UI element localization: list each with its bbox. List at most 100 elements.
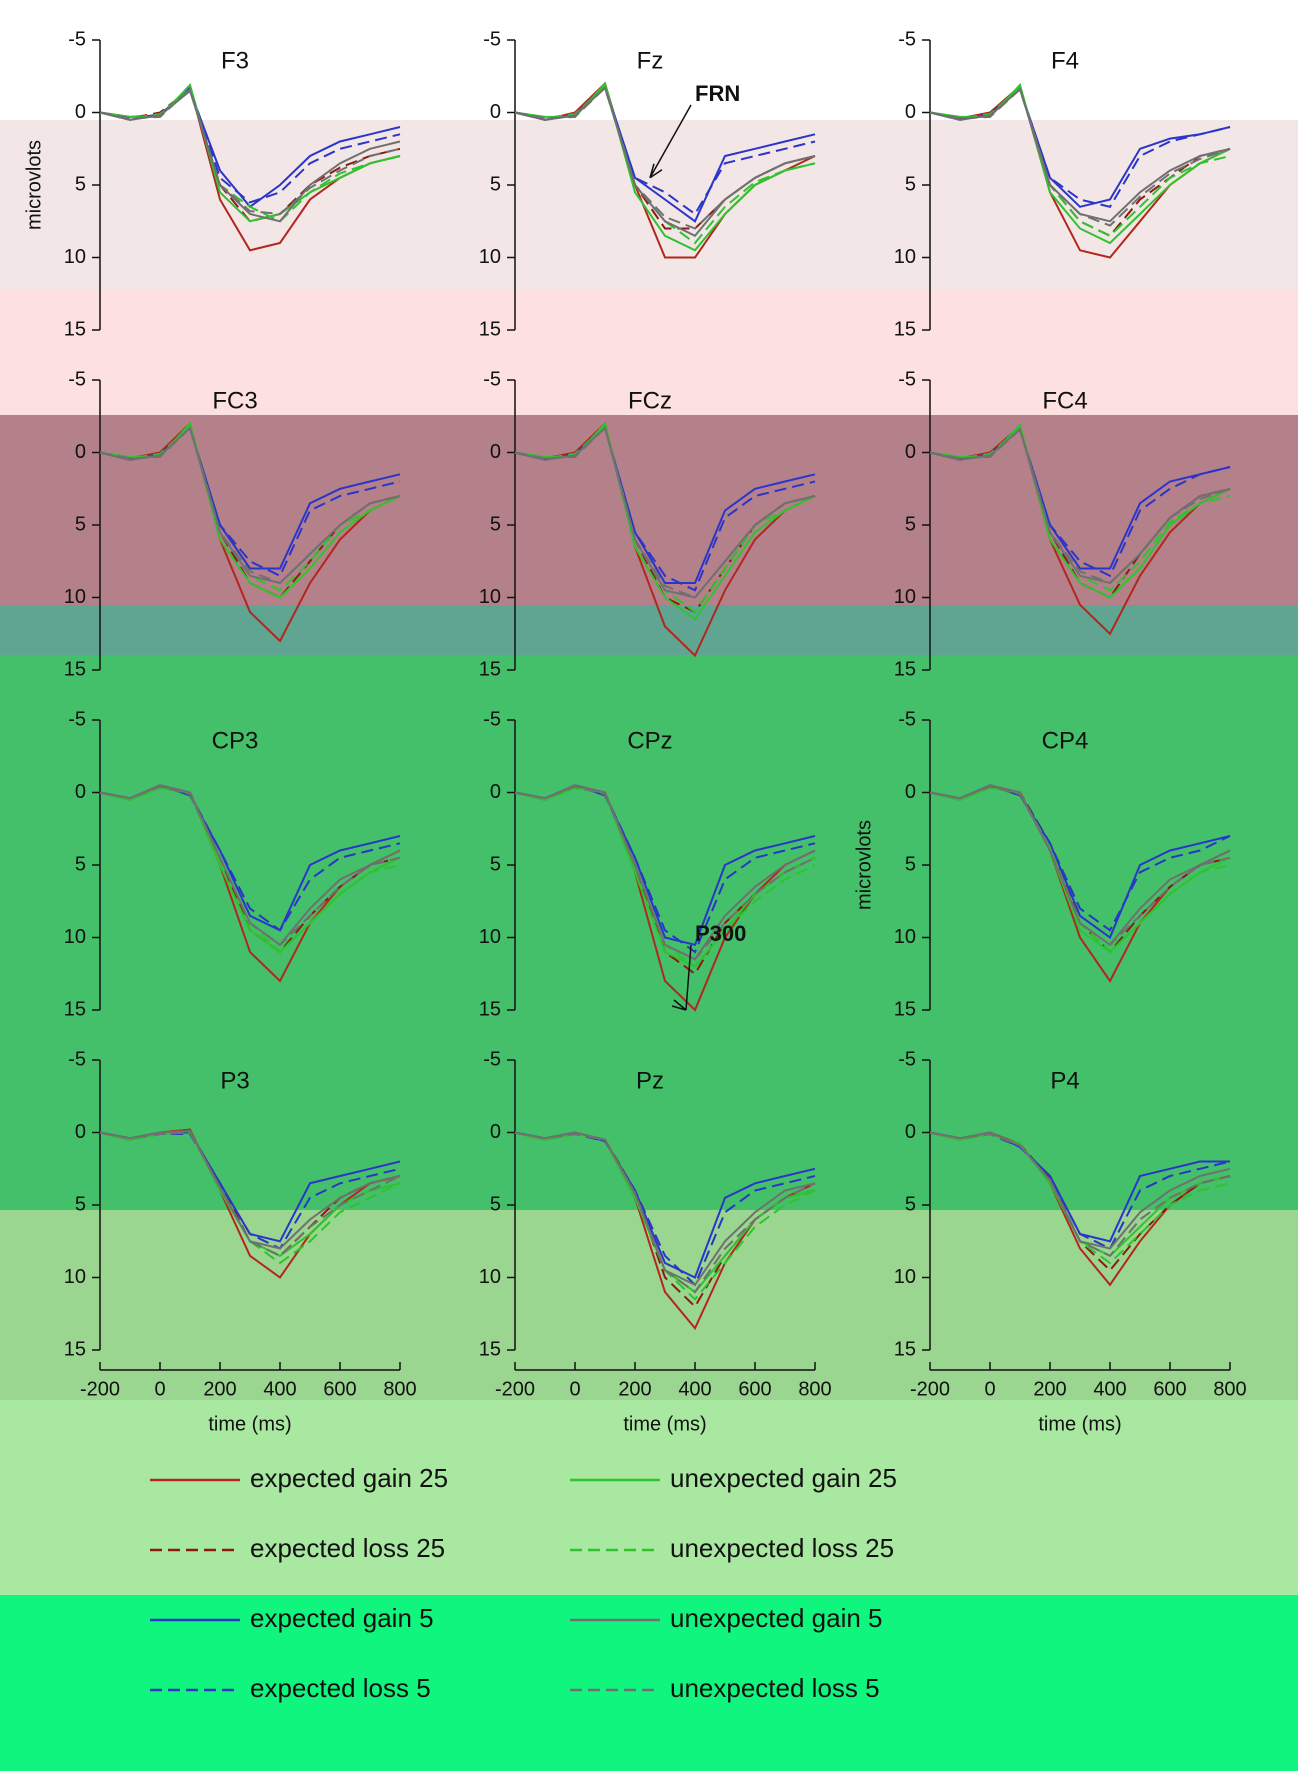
x-tick-label: 600: [323, 1378, 356, 1400]
erp-line: [99, 1129, 401, 1250]
x-tick-label: 0: [569, 1378, 580, 1400]
annotation-arrow: [649, 104, 692, 179]
erp-line: [929, 1131, 1231, 1250]
y-tick-label: 0: [490, 101, 501, 123]
erp-line: [929, 87, 1231, 227]
erp-line: [99, 421, 401, 643]
erp-line: [514, 785, 816, 961]
y-tick-label: 15: [64, 1338, 86, 1360]
y-tick-label: 10: [894, 1266, 916, 1288]
y-tick-label: 0: [905, 101, 916, 123]
y-tick-label: 5: [490, 513, 501, 535]
y-tick-label: 15: [894, 318, 916, 340]
y-tick-label: -5: [68, 28, 86, 50]
erp-line: [929, 424, 1231, 636]
annotation-arrowhead: [649, 163, 663, 179]
legend-label: unexpected gain 5: [670, 1603, 883, 1633]
x-tick-label: 400: [678, 1378, 711, 1400]
y-tick-label: 15: [64, 658, 86, 680]
y-tick-label: 15: [64, 998, 86, 1020]
erp-line: [514, 426, 816, 599]
annotation-arrow: [685, 944, 692, 1011]
y-tick-label: 15: [479, 998, 501, 1020]
y-tick-label: -5: [483, 368, 501, 390]
background-band: [0, 290, 1298, 415]
legend-label: expected loss 5: [250, 1673, 431, 1703]
annotation: FRN: [695, 81, 740, 106]
background-band: [0, 1400, 1298, 1595]
y-tick-label: 15: [894, 658, 916, 680]
erp-line: [99, 89, 401, 223]
erp-line: [514, 426, 816, 592]
erp-line: [514, 421, 816, 658]
erp-line: [514, 426, 816, 599]
x-axis-label: time (ms): [208, 1413, 291, 1435]
panel-title: FCz: [628, 387, 672, 414]
erp-line: [929, 1131, 1231, 1258]
y-tick-label: 0: [490, 441, 501, 463]
y-tick-label: -5: [68, 708, 86, 730]
erp-line: [929, 86, 1231, 238]
panel-title: F4: [1051, 47, 1079, 74]
panel-title: CP3: [212, 727, 259, 754]
y-tick-label: -5: [898, 1048, 916, 1070]
background-band: [0, 120, 1298, 290]
erp-line: [99, 86, 401, 204]
y-tick-label: -5: [483, 1048, 501, 1070]
y-tick-label: 10: [479, 926, 501, 948]
y-tick-label: 15: [894, 998, 916, 1020]
legend-label: expected gain 25: [250, 1463, 448, 1493]
y-tick-label: 5: [905, 513, 916, 535]
x-tick-label: 800: [1213, 1378, 1246, 1400]
erp-line: [514, 1131, 816, 1294]
background-band: [0, 605, 1298, 655]
y-tick-label: -5: [483, 708, 501, 730]
y-tick-label: 5: [490, 853, 501, 875]
y-tick-label: 10: [894, 586, 916, 608]
y-tick-label: 15: [479, 1338, 501, 1360]
y-tick-label: -5: [898, 28, 916, 50]
erp-line: [99, 426, 401, 585]
y-tick-label: 0: [490, 1121, 501, 1143]
y-tick-label: 15: [894, 1338, 916, 1360]
y-tick-label: -5: [68, 1048, 86, 1070]
panel-title: CPz: [627, 727, 672, 754]
erp-line: [929, 87, 1231, 208]
y-tick-label: -5: [483, 28, 501, 50]
y-tick-label: 0: [75, 1121, 86, 1143]
y-tick-label: 10: [479, 246, 501, 268]
legend-label: unexpected loss 5: [670, 1673, 880, 1703]
erp-line: [99, 424, 401, 592]
x-tick-label: 400: [263, 1378, 296, 1400]
erp-line: [99, 87, 401, 223]
x-axis-label: time (ms): [1038, 1413, 1121, 1435]
x-axis-label: time (ms): [623, 1413, 706, 1435]
panel-title: P3: [220, 1067, 249, 1094]
y-tick-label: 15: [64, 318, 86, 340]
x-tick-label: 0: [154, 1378, 165, 1400]
legend-label: expected loss 25: [250, 1533, 445, 1563]
erp-line: [929, 427, 1231, 585]
x-tick-label: 200: [1033, 1378, 1066, 1400]
erp-line: [99, 785, 401, 932]
y-axis-label: microvlots: [23, 140, 45, 230]
y-tick-label: 5: [490, 1193, 501, 1215]
y-axis-label: microvlots: [853, 820, 875, 910]
erp-line: [929, 787, 1231, 954]
erp-line: [514, 85, 816, 230]
x-tick-label: 600: [738, 1378, 771, 1400]
panel-title: F3: [221, 47, 249, 74]
erp-line: [99, 426, 401, 578]
y-tick-label: 5: [75, 173, 86, 195]
y-tick-label: 5: [905, 173, 916, 195]
erp-line: [514, 1131, 816, 1287]
erp-line: [929, 785, 1231, 932]
annotation-arrowhead: [671, 999, 687, 1011]
annotation: P300: [695, 921, 746, 946]
x-tick-label: -200: [910, 1378, 950, 1400]
y-tick-label: 0: [490, 781, 501, 803]
erp-line: [99, 785, 401, 947]
erp-line: [514, 86, 816, 216]
legend-label: expected gain 5: [250, 1603, 434, 1633]
